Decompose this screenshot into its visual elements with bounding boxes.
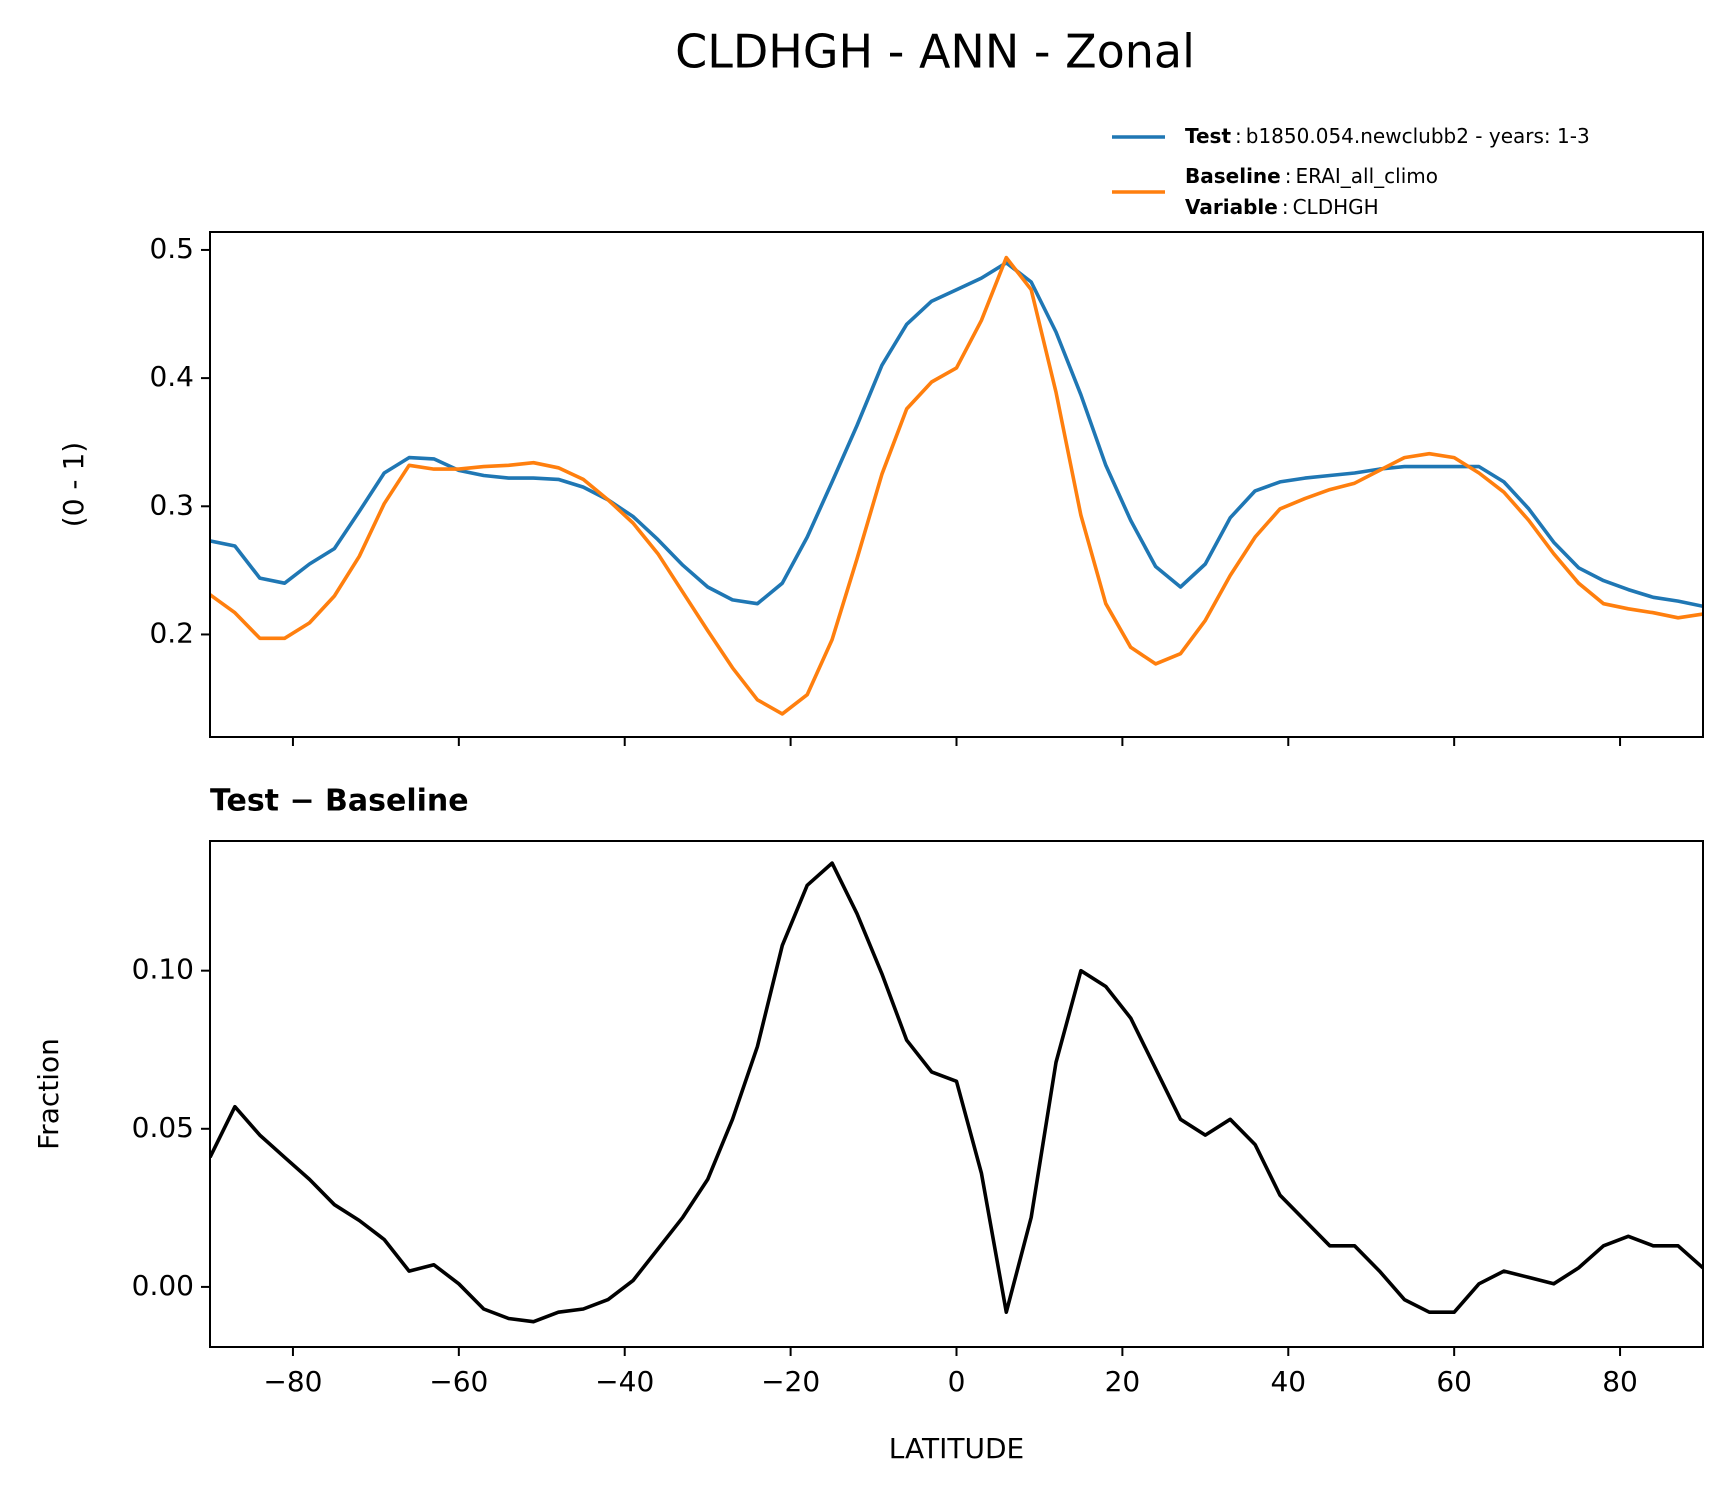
x-tick-label: −40 xyxy=(595,1365,654,1398)
legend-separator: : xyxy=(1235,124,1242,148)
y-tick-label: 0.4 xyxy=(149,360,194,393)
legend-entry: Test: b1850.054.newclubb2 - years: 1-3 xyxy=(1185,124,1590,148)
legend-separator: : xyxy=(1282,195,1289,219)
x-tick-label: −80 xyxy=(263,1365,322,1398)
x-tick-label: 0 xyxy=(948,1365,966,1398)
legend-description: CLDHGH xyxy=(1293,195,1379,219)
series-line xyxy=(210,255,1703,716)
y-tick-label: 0.00 xyxy=(132,1269,194,1302)
x-tick-label: 80 xyxy=(1602,1365,1638,1398)
legend-separator: : xyxy=(1285,164,1292,188)
x-axis-label: LATITUDE xyxy=(889,1432,1024,1465)
y-axis-label: Fraction xyxy=(32,1038,65,1150)
legend-description: b1850.054.newclubb2 - years: 1-3 xyxy=(1246,124,1590,148)
x-tick-label: 60 xyxy=(1436,1365,1472,1398)
legend-name: Test xyxy=(1185,124,1231,148)
legend-entry: Variable: CLDHGH xyxy=(1185,195,1379,219)
y-tick-label: 0.10 xyxy=(132,953,194,986)
y-tick-label: 0.2 xyxy=(149,616,194,649)
legend-name: Baseline xyxy=(1185,164,1281,188)
figure-title: CLDHGH - ANN - Zonal xyxy=(675,25,1195,79)
legend-entry: Baseline: ERAI_all_climo xyxy=(1185,164,1438,188)
legend-description: ERAI_all_climo xyxy=(1295,164,1438,188)
series-line xyxy=(210,861,1703,1324)
subplot-title: Test − Baseline xyxy=(210,784,469,819)
y-tick-label: 0.05 xyxy=(132,1111,194,1144)
legend-name: Variable xyxy=(1185,195,1278,219)
x-tick-label: 40 xyxy=(1270,1365,1306,1398)
x-tick-label: 20 xyxy=(1105,1365,1141,1398)
y-axis-label: (0 - 1) xyxy=(57,442,90,527)
x-tick-label: −20 xyxy=(761,1365,820,1398)
x-tick-label: −60 xyxy=(429,1365,488,1398)
y-tick-label: 0.3 xyxy=(149,488,194,521)
y-tick-label: 0.5 xyxy=(149,232,194,265)
